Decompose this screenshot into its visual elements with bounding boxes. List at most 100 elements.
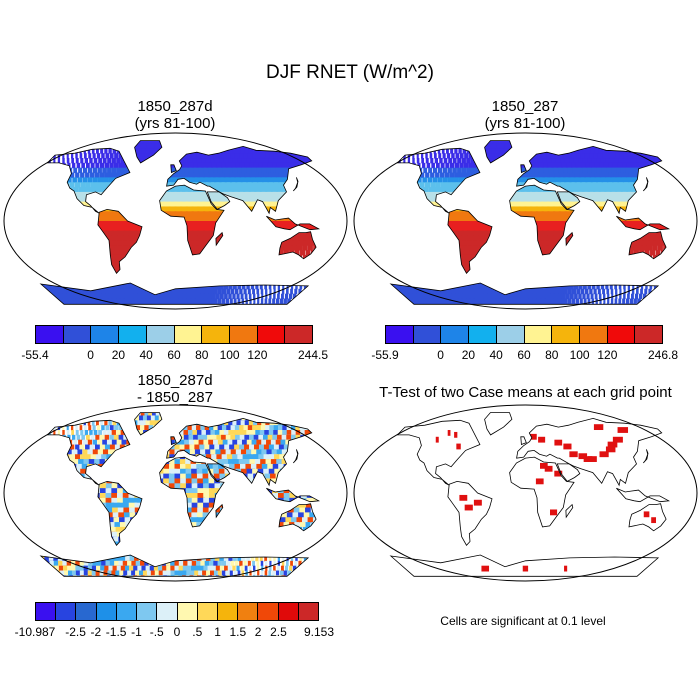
- colorbar-swatch: [202, 326, 230, 343]
- colorbar-swatch: [116, 603, 138, 620]
- panel-3-title-line1: 1850_287d: [137, 372, 213, 389]
- coastline-australia: [628, 503, 667, 532]
- coastline-eurasia: [166, 145, 313, 215]
- colorbar-tick-label: -55.4: [21, 348, 49, 362]
- colorbar-swatch: [607, 326, 636, 343]
- coastline-samerica: [97, 208, 143, 274]
- coastline-indonesia: [616, 487, 671, 503]
- panel-1-map: [3, 132, 348, 310]
- coastline-indonesia: [266, 215, 321, 231]
- colorbar-swatch: [146, 326, 175, 343]
- coastline-australia: [278, 503, 317, 532]
- colorbar-swatch: [579, 326, 608, 343]
- coastline-antarctica: [389, 554, 660, 577]
- coastline-greenland: [484, 412, 513, 436]
- colorbar-tick-label: 9.153: [303, 625, 335, 639]
- colorbar-swatch: [257, 326, 286, 343]
- coastline-africa: [159, 184, 225, 256]
- coastline-antarctica: [389, 282, 660, 305]
- coastline-britain: [520, 164, 527, 174]
- colorbar-tick-label: .5: [192, 625, 203, 639]
- panel-2-map: [353, 132, 698, 310]
- colorbar-swatch: [197, 603, 218, 620]
- panel-3-title-line2: - 1850_287: [137, 389, 213, 406]
- colorbar-swatch: [157, 603, 178, 620]
- colorbar-swatch: [217, 603, 239, 620]
- coastline-africa: [159, 456, 225, 528]
- coastline-britain: [170, 164, 177, 174]
- colorbar-tick-label: -1.5: [105, 625, 127, 639]
- coastline-australia: [278, 231, 317, 260]
- colorbar-swatch: [76, 603, 97, 620]
- panel-4-map: [353, 404, 698, 582]
- colorbar-tick-label: 80: [545, 348, 559, 362]
- colorbar-swatch: [36, 326, 64, 343]
- colorbar-swatch: [524, 326, 553, 343]
- panel-2-title-line1: 1850_287: [491, 98, 559, 115]
- coastline-madagascar: [565, 231, 574, 247]
- colorbar-swatch: [96, 603, 117, 620]
- colorbar-swatch: [36, 603, 57, 620]
- panel-4-title-line1: T-Test of two Case means at each grid po…: [379, 384, 672, 401]
- coastline-madagascar: [215, 503, 224, 519]
- colorbar-tick-label: -10.987: [14, 625, 56, 639]
- significant-cells: [435, 424, 657, 572]
- coastline-eurasia: [516, 417, 663, 487]
- colorbar-tick-label: -2.5: [65, 625, 86, 639]
- coastline-madagascar: [215, 231, 224, 247]
- colorbar-tick-label: 40: [139, 348, 153, 362]
- panel-3-colorbar: [35, 602, 319, 621]
- coastline-antarctica: [39, 282, 310, 305]
- colorbar-tick-label: 40: [489, 348, 503, 362]
- panel-2-title: 1850_287 (yrs 81-100): [425, 98, 625, 132]
- coastline-samerica: [447, 480, 493, 546]
- panel-4-title: T-Test of two Case means at each grid po…: [353, 384, 698, 401]
- colorbar-tick-label: 100: [569, 348, 590, 362]
- colorbar-tick-label: -55.9: [371, 348, 399, 362]
- coastline-samerica: [97, 480, 143, 546]
- panel-3-colorbar-labels: -10.987 -2.5 -2 -1.5 -1 -.5 0 .5 1 1.5 2 2.5 9.153: [15, 625, 334, 639]
- panel-1-colorbar: [35, 325, 313, 344]
- coastline-samerica: [447, 208, 493, 274]
- colorbar-swatch: [258, 603, 279, 620]
- colorbar-swatch: [552, 326, 580, 343]
- colorbar-swatch: [91, 326, 120, 343]
- coastline-japan: [292, 449, 299, 464]
- colorbar-tick-label: 0: [173, 625, 181, 639]
- coastline-arabia: [206, 463, 231, 482]
- colorbar-tick-label: 2: [254, 625, 262, 639]
- panel-1-title-line2: (yrs 81-100): [134, 115, 216, 132]
- coastline-indonesia: [266, 487, 321, 503]
- panel-2-colorbar: [385, 325, 663, 344]
- map-border: [353, 404, 698, 582]
- colorbar-tick-label: 20: [461, 348, 476, 362]
- colorbar-tick-label: 60: [167, 348, 181, 362]
- colorbar-swatch: [285, 326, 313, 343]
- coastline-britain: [520, 436, 527, 446]
- coastline-indonesia: [616, 215, 671, 231]
- coastline-japan: [642, 449, 649, 464]
- colorbar-swatch: [63, 326, 92, 343]
- colorbar-tick-label: -2: [90, 625, 102, 639]
- coastline-eurasia: [516, 145, 663, 215]
- colorbar-tick-label: 80: [195, 348, 209, 362]
- colorbar-tick-label: 120: [247, 348, 268, 362]
- colorbar-swatch: [413, 326, 442, 343]
- colorbar-tick-label: 1: [214, 625, 221, 639]
- colorbar-swatch: [238, 603, 259, 620]
- panel-1-title: 1850_287d (yrs 81-100): [75, 98, 275, 132]
- colorbar-tick-label: -.5: [149, 625, 164, 639]
- coastline-japan: [642, 177, 649, 192]
- coastline-africa: [509, 184, 575, 256]
- coastline-africa: [509, 456, 575, 528]
- coastline-greenland: [134, 140, 163, 164]
- colorbar-swatch: [174, 326, 203, 343]
- colorbar-tick-label: 100: [219, 348, 240, 362]
- colorbar-tick-label: 2.5: [270, 625, 287, 639]
- coastline-eurasia: [166, 417, 313, 487]
- coastline-namerica: [46, 147, 131, 214]
- panel-2-title-line2: (yrs 81-100): [484, 115, 566, 132]
- coastline-greenland: [484, 140, 513, 164]
- colorbar-tick-label: 0: [87, 348, 94, 362]
- colorbar-tick-label: 60: [517, 348, 531, 362]
